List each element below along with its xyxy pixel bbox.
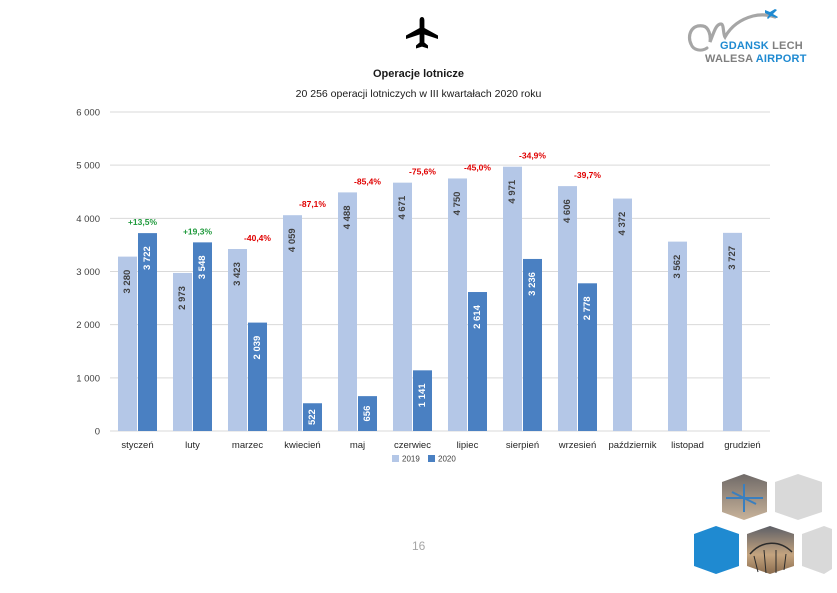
bar-label-2020: 3 548	[197, 255, 208, 279]
change-label: -34,9%	[519, 151, 546, 161]
bar-2019	[723, 232, 742, 431]
bar-label-2019: 4 488	[342, 205, 353, 229]
x-tick-label: maj	[350, 440, 365, 451]
change-label: -85,4%	[354, 176, 381, 186]
x-tick-label: listopad	[671, 440, 704, 451]
legend-label-2020: 2020	[438, 455, 456, 464]
y-tick-label: 5 000	[76, 161, 100, 172]
chart-subtitle: 20 256 operacji lotniczych w III kwartał…	[295, 88, 542, 100]
logo-word-lech: LECH	[772, 40, 803, 52]
hexagon-grey-top	[775, 474, 822, 520]
x-tick-label: styczeń	[121, 440, 153, 451]
change-label: -87,1%	[299, 199, 326, 209]
bar-label-2020: 3 722	[142, 246, 153, 270]
change-label: +19,3%	[183, 226, 213, 236]
bar-label-2019: 4 750	[452, 192, 463, 216]
change-label: +13,5%	[128, 217, 158, 227]
bar-2020	[193, 242, 212, 431]
hexagon-collage	[694, 474, 832, 574]
x-tick-label: czerwiec	[394, 440, 431, 451]
bar-2019	[393, 182, 412, 431]
bar-label-2020: 522	[307, 409, 318, 425]
bar-label-2020: 656	[362, 406, 373, 422]
change-label: -40,4%	[244, 233, 271, 243]
bar-2020	[578, 283, 597, 431]
bar-2019	[338, 192, 357, 431]
airport-logo: GDANSK LECH WALESA AIRPORT	[683, 6, 806, 70]
x-tick-label: sierpień	[506, 440, 539, 451]
x-tick-label: wrzesień	[558, 440, 597, 451]
y-tick-label: 4 000	[76, 214, 100, 225]
bar-label-2020: 2 778	[582, 296, 593, 320]
bar-2019	[668, 241, 687, 431]
bar-label-2019: 3 280	[122, 270, 133, 294]
x-tick-label: lipiec	[457, 440, 479, 451]
x-tick-label: październik	[608, 440, 656, 451]
change-label: -75,6%	[409, 167, 436, 177]
bar-label-2019: 3 423	[232, 262, 243, 286]
page-number: 16	[412, 539, 426, 553]
chart-title: Operacje lotnicze	[372, 68, 465, 80]
bar-label-2019: 3 727	[727, 246, 738, 270]
bar-2020	[468, 292, 487, 431]
y-tick-label: 0	[95, 427, 100, 438]
bar-2019	[118, 256, 137, 431]
x-tick-label: marzec	[232, 440, 263, 451]
bar-2019	[228, 249, 247, 431]
bar-label-2019: 4 671	[397, 195, 408, 219]
bar-2020	[248, 322, 267, 431]
bar-label-2019: 2 973	[177, 286, 188, 310]
bar-2020	[358, 396, 377, 431]
bar-label-2020: 3 236	[527, 272, 538, 296]
logo-swoosh-icon	[687, 9, 778, 52]
x-tick-label: kwiecień	[284, 440, 320, 451]
bar-2019	[613, 198, 632, 431]
bar-label-2019: 4 606	[562, 199, 573, 223]
bar-2019	[173, 272, 192, 431]
bar-label-2019: 4 971	[507, 179, 518, 203]
bar-2019	[448, 178, 467, 431]
y-tick-label: 1 000	[76, 373, 100, 384]
y-tick-label: 2 000	[76, 320, 100, 331]
change-label: -39,7%	[574, 170, 601, 180]
change-label: -45,0%	[464, 162, 491, 172]
bar-2019	[558, 186, 577, 431]
bar-label-2020: 2 614	[472, 304, 483, 328]
bar-label-2020: 2 039	[252, 336, 263, 360]
bar-label-2019: 4 059	[287, 228, 298, 252]
x-tick-label: grudzień	[724, 440, 760, 451]
bar-2020	[523, 258, 542, 431]
y-tick-label: 6 000	[76, 108, 100, 119]
logo-word-walesa: WALESA	[705, 53, 753, 65]
bar-2019	[503, 166, 522, 431]
bar-2020	[413, 370, 432, 431]
y-tick-label: 3 000	[76, 267, 100, 278]
hexagon-photo-terminal	[747, 526, 794, 574]
logo-word-gdansk: GDANSK	[720, 40, 769, 52]
bar-label-2019: 4 372	[617, 212, 628, 236]
legend-swatch-2019	[392, 455, 399, 462]
legend-swatch-2020	[428, 455, 435, 462]
hexagon-grey-bottom	[802, 526, 832, 574]
bar-2020	[303, 403, 322, 431]
bar-label-2019: 3 562	[672, 255, 683, 279]
x-tick-label: luty	[185, 440, 200, 451]
logo-word-airport: AIRPORT	[755, 53, 807, 65]
bar-2019	[283, 215, 302, 431]
hexagon-blue	[694, 526, 739, 574]
bar-label-2020: 1 141	[417, 383, 428, 407]
airplane-icon	[406, 17, 438, 49]
bar-2020	[138, 233, 157, 431]
legend-label-2019: 2019	[402, 455, 420, 464]
